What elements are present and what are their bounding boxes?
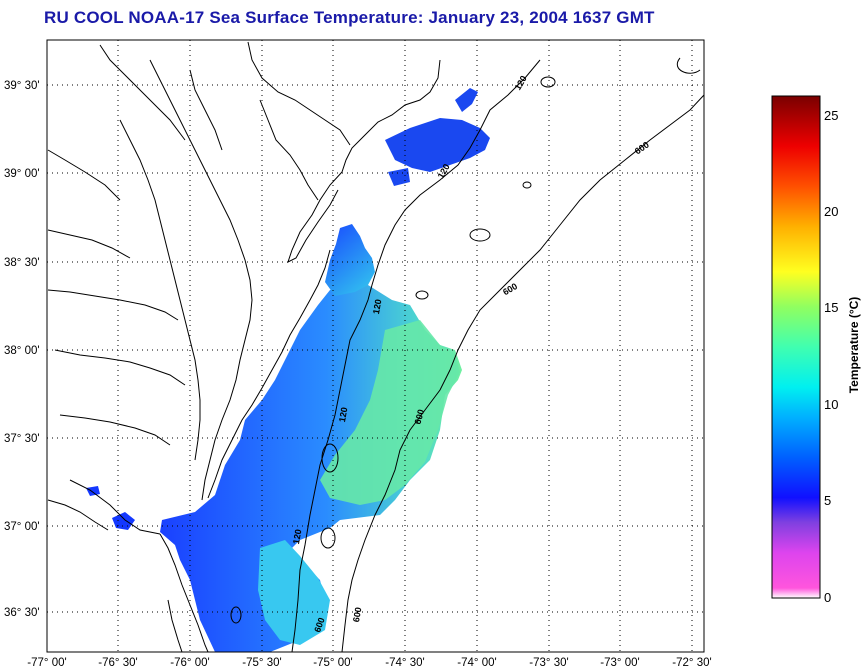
lat-label: 38° 00'	[4, 345, 40, 357]
contour-label: 600	[312, 616, 327, 634]
colorbar: 25 20 15 10 5 0 Temperature (°C)	[771, 95, 861, 605]
colorbar-tick: 20	[824, 204, 838, 219]
lat-label: 36° 30'	[4, 607, 40, 619]
coastline	[47, 41, 441, 652]
lon-label: -73° 30'	[529, 657, 568, 669]
lon-label: -75° 30'	[242, 657, 281, 669]
colorbar-tick: 0	[824, 590, 831, 605]
colorbar-tick: 5	[824, 493, 831, 508]
lat-label: 38° 30'	[4, 257, 40, 269]
sst-nj-patch-3	[388, 168, 410, 186]
contour-label: 120	[371, 298, 383, 315]
lon-label: -77° 00'	[27, 657, 66, 669]
colorbar-tick: 15	[824, 300, 838, 315]
map-frame	[46, 39, 705, 653]
latitude-labels: 39° 30' 39° 00' 38° 30' 38° 00' 37° 30' …	[4, 80, 40, 619]
bathymetry-contours	[230, 57, 704, 652]
lon-label: -75° 00'	[313, 657, 352, 669]
lon-label: -74° 00'	[457, 657, 496, 669]
contour-120m	[291, 59, 541, 652]
contour-label: 120	[291, 528, 303, 545]
map-title: RU COOL NOAA-17 Sea Surface Temperature:…	[44, 8, 655, 27]
lon-label: -72° 30'	[672, 657, 711, 669]
contour-label: 600	[413, 408, 427, 425]
sst-warm-patch	[320, 320, 460, 505]
sst-data-layer	[86, 88, 490, 652]
lon-label: -76° 00'	[170, 657, 209, 669]
contour-label: 120	[337, 406, 349, 423]
longitude-labels: -77° 00' -76° 30' -76° 00' -75° 30' -75°…	[27, 657, 711, 669]
contour-label: 600	[351, 606, 363, 623]
sst-bay-mouth-2	[86, 486, 100, 496]
lat-label: 37° 30'	[4, 433, 40, 445]
sst-nj-patch-2	[455, 88, 478, 112]
sst-nj-patch	[385, 118, 490, 172]
colorbar-gradient	[771, 95, 821, 599]
lon-label: -73° 00'	[600, 657, 639, 669]
lat-label: 39° 00'	[4, 168, 40, 180]
lon-label: -76° 30'	[98, 657, 137, 669]
lat-label: 39° 30'	[4, 80, 40, 92]
graticule	[47, 40, 704, 652]
colorbar-axis-label: Temperature (°C)	[847, 297, 861, 394]
sst-southern-speckles	[258, 540, 330, 645]
colorbar-tick: 25	[824, 108, 838, 123]
contour-600m	[341, 94, 704, 652]
colorbar-tick: 10	[824, 397, 838, 412]
sst-swath-north-tongue	[325, 224, 375, 296]
lon-label: -74° 30'	[385, 657, 424, 669]
lat-label: 37° 00'	[4, 521, 40, 533]
